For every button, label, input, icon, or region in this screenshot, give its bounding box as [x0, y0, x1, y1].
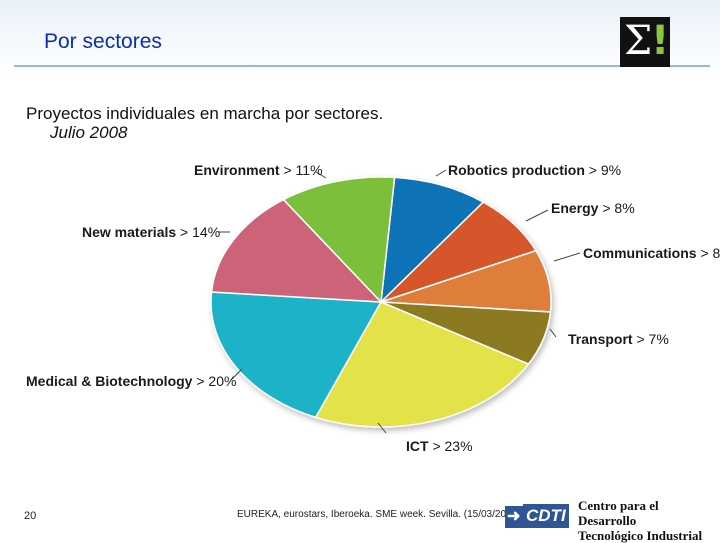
slice-label: ICT > 23%	[406, 438, 473, 454]
leader-line	[525, 209, 549, 222]
leader-line	[377, 422, 387, 434]
exclamation-icon: !	[651, 18, 670, 64]
pie-slice-new-materials	[210, 198, 383, 303]
leader-line	[553, 252, 581, 262]
slide-title: Por sectores	[44, 30, 162, 53]
cdti-name-line2: Tecnológico Industrial	[578, 528, 703, 543]
chart-panel: Robotics production > 9% Energy > 8% Commu…	[26, 155, 720, 455]
arrow-icon: ➜	[507, 508, 521, 525]
slice-label: Communications > 8%	[583, 245, 720, 261]
pie-slice-environment	[282, 176, 396, 304]
cdti-logo-bar	[505, 506, 523, 528]
cdti-logo-text: CDTI	[523, 504, 569, 528]
sigma-logo: Σ !	[620, 17, 670, 67]
slice-label: Environment > 11%	[194, 162, 323, 178]
slice-label: Transport > 7%	[568, 331, 669, 347]
pie-chart: Robotics production > 9% Energy > 8% Commu…	[26, 162, 720, 454]
chart-subtitle: Proyectos individuales en marcha por sec…	[26, 104, 384, 123]
footer-text: EUREKA, eurostars, Iberoeka. SME week. S…	[237, 509, 505, 520]
header-rule	[14, 65, 710, 67]
slice-label: Robotics production > 9%	[448, 162, 621, 178]
cdti-logo: ➜ CDTI	[505, 498, 569, 530]
pie-slice-robotics-production	[380, 176, 485, 304]
slice-label: Energy > 8%	[551, 200, 635, 216]
leader-line	[315, 171, 327, 179]
slice-label: Medical & Biotechnology > 20%	[26, 373, 236, 389]
chart-date: Julio 2008	[50, 123, 128, 142]
pie-slice-medical-biotechnology	[210, 291, 383, 419]
cdti-name-line1: Centro para el Desarrollo	[578, 498, 659, 528]
sigma-icon: Σ	[624, 18, 653, 64]
leader-line	[549, 328, 557, 338]
page-number: 20	[24, 510, 37, 522]
leader-line	[230, 368, 243, 381]
slice-label: New materials > 14%	[82, 224, 220, 240]
pie-slice-ict	[314, 301, 530, 428]
cdti-name: Centro para el Desarrollo Tecnológico In…	[578, 498, 720, 543]
leader-line	[435, 169, 447, 177]
